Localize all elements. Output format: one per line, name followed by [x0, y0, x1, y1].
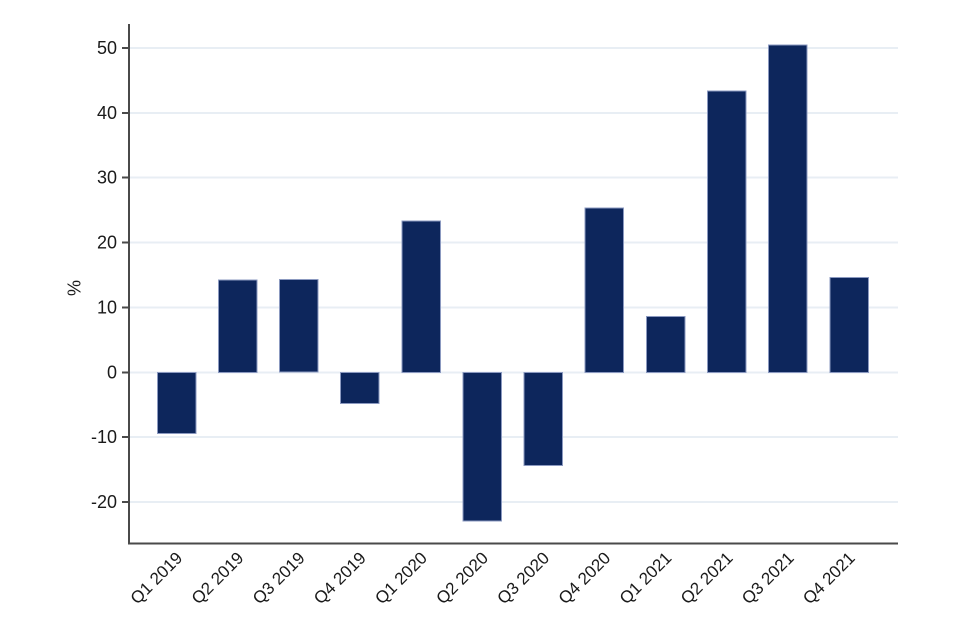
bar: [217, 279, 258, 373]
x-tick-label: Q3 2020: [494, 548, 554, 608]
x-tick-label: Q2 2020: [432, 548, 492, 608]
bar: [768, 44, 808, 373]
x-tick-label: Q2 2021: [677, 548, 737, 608]
x-tick-label: Q4 2021: [799, 548, 859, 608]
x-tick-label: Q4 2019: [310, 548, 370, 608]
x-tick-label: Q2 2019: [188, 548, 248, 608]
x-tick-label: Q3 2019: [249, 548, 309, 608]
bar: [156, 371, 197, 434]
bar: [645, 316, 686, 373]
bar: [279, 279, 319, 373]
bar: [707, 90, 747, 373]
bar: [340, 371, 380, 404]
y-tick-label: 10: [97, 297, 117, 317]
y-tick-label: 20: [97, 233, 117, 253]
x-tick-label: Q1 2021: [616, 548, 676, 608]
y-tick-label: 50: [97, 38, 117, 58]
y-axis-title: %: [64, 279, 85, 297]
x-tick-label: Q4 2020: [555, 548, 615, 608]
x-tick-label: Q3 2021: [738, 548, 798, 608]
x-tick-label: Q1 2020: [371, 548, 431, 608]
bar: [401, 220, 441, 373]
bar: [584, 207, 625, 373]
y-tick-label: 30: [97, 168, 117, 188]
y-tick-label: 40: [97, 103, 117, 123]
y-tick-label: -10: [91, 427, 117, 447]
bar: [523, 371, 564, 467]
y-tick-label: 0: [107, 362, 117, 382]
y-tick-label: -20: [91, 492, 117, 512]
x-tick-label: Q1 2019: [127, 548, 187, 608]
bar: [462, 371, 502, 522]
bar: [829, 277, 869, 373]
